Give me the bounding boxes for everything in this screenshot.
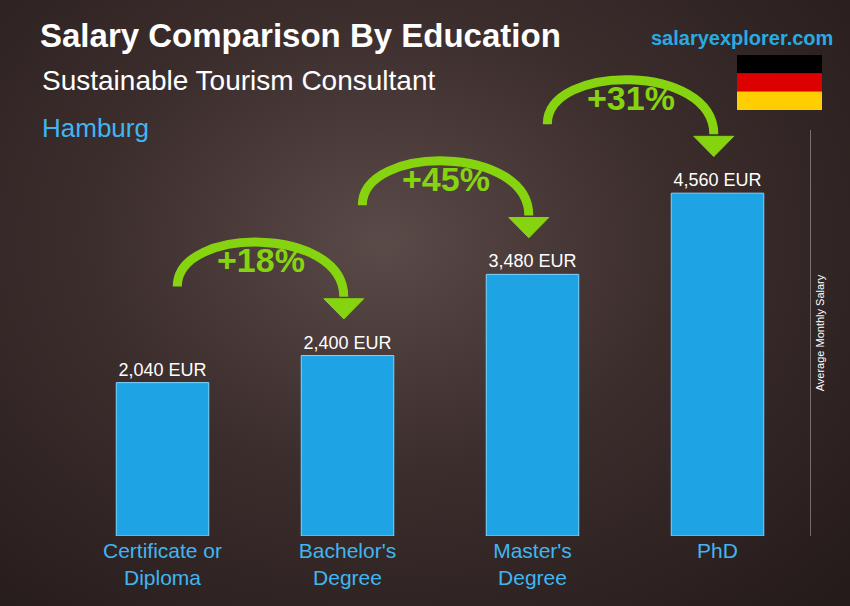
svg-text:Average Monthly Salary: Average Monthly Salary — [814, 274, 826, 391]
svg-text:salaryexplorer.com: salaryexplorer.com — [651, 27, 833, 49]
svg-text:Master'sDegree: Master'sDegree — [493, 539, 572, 589]
svg-text:+31%: +31% — [587, 79, 675, 117]
svg-text:Hamburg: Hamburg — [42, 113, 149, 143]
svg-text:2,040 EUR: 2,040 EUR — [118, 360, 206, 380]
svg-text:+45%: +45% — [402, 160, 490, 198]
svg-text:PhD: PhD — [697, 539, 738, 562]
svg-text:3,480 EUR: 3,480 EUR — [488, 251, 576, 271]
svg-text:Bachelor'sDegree: Bachelor'sDegree — [299, 539, 396, 589]
svg-text:Sustainable Tourism Consultant: Sustainable Tourism Consultant — [42, 65, 435, 96]
svg-text:+18%: +18% — [217, 241, 305, 279]
svg-text:4,560 EUR: 4,560 EUR — [673, 170, 761, 190]
svg-text:Salary Comparison By Education: Salary Comparison By Education — [40, 17, 561, 54]
svg-text:Certificate orDiploma: Certificate orDiploma — [103, 539, 222, 589]
svg-text:2,400 EUR: 2,400 EUR — [303, 333, 391, 353]
